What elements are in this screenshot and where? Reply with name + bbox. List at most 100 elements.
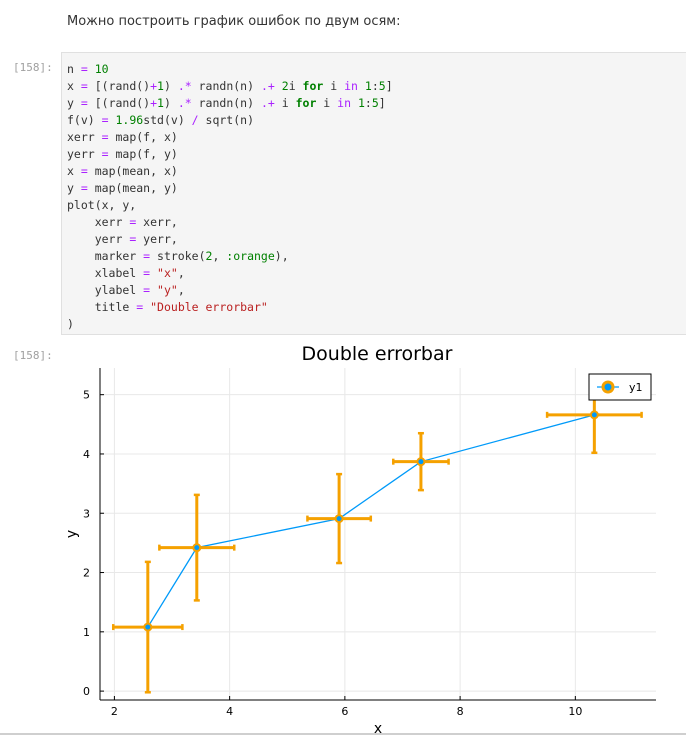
code-token: [(rand() bbox=[87, 96, 151, 110]
code-token: ylabel bbox=[67, 283, 144, 297]
code-token: "x" bbox=[157, 266, 178, 280]
code-token: i bbox=[274, 96, 296, 110]
code-token: = bbox=[143, 249, 151, 263]
code-token: 1 bbox=[157, 96, 164, 110]
code-token: = bbox=[143, 283, 151, 297]
code-token bbox=[358, 79, 365, 93]
x-tick-label: 4 bbox=[226, 705, 233, 718]
code-token: = bbox=[80, 62, 88, 76]
code-token: n bbox=[67, 62, 81, 76]
code-token: 1 bbox=[357, 96, 365, 110]
data-point bbox=[192, 543, 202, 553]
code-token: : bbox=[364, 96, 372, 110]
code-token: 2 bbox=[205, 249, 213, 263]
code-token: x bbox=[67, 79, 81, 93]
data-point bbox=[334, 514, 344, 524]
code-token: 5 bbox=[371, 96, 379, 110]
code-token: sqrt(n) bbox=[198, 113, 254, 127]
code-token: yerr, bbox=[136, 232, 178, 246]
y-tick-label: 1 bbox=[83, 626, 90, 639]
code-token: stroke( bbox=[150, 249, 206, 263]
code-token bbox=[150, 266, 157, 280]
legend-label: y1 bbox=[629, 381, 643, 394]
code-token: 1 bbox=[157, 79, 164, 93]
code-token: + bbox=[150, 96, 158, 110]
code-token: :orange bbox=[226, 249, 275, 263]
code-token: ) bbox=[163, 96, 178, 110]
code-line: x = [(rand()+1) .* randn(n) .+ 2i for i … bbox=[67, 78, 393, 95]
y-tick-label: 2 bbox=[83, 567, 90, 580]
code-token: .* bbox=[177, 79, 192, 93]
data-point bbox=[416, 457, 426, 467]
code-token: = bbox=[101, 130, 109, 144]
code-line: xlabel = "x", bbox=[67, 265, 393, 282]
code-token: = bbox=[129, 215, 137, 229]
code-token: .+ bbox=[260, 96, 275, 110]
code-token: .* bbox=[177, 96, 192, 110]
code-token: yerr bbox=[67, 232, 130, 246]
code-token: + bbox=[150, 79, 158, 93]
code-token: : bbox=[371, 79, 379, 93]
code-line: y = map(mean, y) bbox=[67, 180, 393, 197]
y-tick-label: 0 bbox=[83, 685, 90, 698]
code-token: for bbox=[302, 79, 324, 93]
horizontal-scrollbar-edge bbox=[0, 733, 686, 735]
code-line: f(v) = 1.96std(v) / sqrt(n) bbox=[67, 112, 393, 129]
code-line: y = [(rand()+1) .* randn(n) .+ i for i i… bbox=[67, 95, 393, 112]
code-token bbox=[109, 113, 116, 127]
code-token: randn(n) bbox=[191, 79, 261, 93]
code-line: ) bbox=[67, 316, 393, 333]
plot-output: 2 4 6 8 10 0 1 2 3 4 5 Double errorbar x y y1 bbox=[60, 340, 686, 737]
code-token bbox=[351, 96, 358, 110]
code-token: = bbox=[80, 79, 88, 93]
code-token: x bbox=[67, 164, 81, 178]
code-line: title = "Double errorbar" bbox=[67, 299, 393, 316]
code-token: i bbox=[316, 96, 338, 110]
y-tick-label: 4 bbox=[83, 448, 90, 461]
code-token: = bbox=[80, 181, 88, 195]
code-token: "y" bbox=[157, 283, 178, 297]
code-token: 10 bbox=[94, 62, 109, 76]
code-token: xerr bbox=[67, 215, 130, 229]
x-tick-label: 10 bbox=[568, 705, 582, 718]
code-editor[interactable]: n = 10 x = [(rand()+1) .* randn(n) .+ 2i … bbox=[67, 61, 393, 333]
x-axis-label: x bbox=[374, 721, 382, 735]
code-token: in bbox=[337, 96, 352, 110]
code-token: marker bbox=[67, 249, 144, 263]
code-token: = bbox=[80, 164, 88, 178]
code-token bbox=[150, 283, 157, 297]
code-token: randn(n) bbox=[191, 96, 261, 110]
y-axis-label: y bbox=[64, 530, 80, 538]
code-token: map(f, x) bbox=[108, 130, 178, 144]
code-token: ) bbox=[67, 317, 74, 331]
code-line: plot(x, y, bbox=[67, 197, 393, 214]
code-token: map(mean, y) bbox=[87, 181, 178, 195]
code-token: yerr bbox=[67, 147, 102, 161]
code-token: .+ bbox=[260, 79, 275, 93]
code-token: std(v) bbox=[143, 113, 192, 127]
code-token: = bbox=[101, 113, 109, 127]
code-token: ] bbox=[385, 79, 393, 93]
code-token: 2 bbox=[281, 79, 289, 93]
y-tick-label: 3 bbox=[83, 507, 90, 520]
code-token: map(f, y) bbox=[108, 147, 178, 161]
code-token: ] bbox=[378, 96, 386, 110]
x-tick-label: 8 bbox=[457, 705, 464, 718]
code-token bbox=[275, 79, 282, 93]
input-prompt: [158]: bbox=[13, 61, 53, 74]
code-token: "Double errorbar" bbox=[150, 300, 268, 314]
code-token: xerr, bbox=[136, 215, 178, 229]
code-line: xerr = xerr, bbox=[67, 214, 393, 231]
code-line: ylabel = "y", bbox=[67, 282, 393, 299]
code-line: x = map(mean, x) bbox=[67, 163, 393, 180]
code-token: xerr bbox=[67, 130, 102, 144]
code-token bbox=[88, 62, 95, 76]
code-line: yerr = yerr, bbox=[67, 231, 393, 248]
code-cell[interactable]: n = 10 x = [(rand()+1) .* randn(n) .+ 2i … bbox=[61, 52, 686, 335]
code-line: yerr = map(f, y) bbox=[67, 146, 393, 163]
code-line: n = 10 bbox=[67, 61, 393, 78]
code-token: xlabel bbox=[67, 266, 144, 280]
errorbar-chart: 2 4 6 8 10 0 1 2 3 4 5 Double errorbar x y y1 bbox=[64, 343, 656, 737]
code-token: y bbox=[67, 96, 81, 110]
code-token: plot(x, y, bbox=[67, 198, 137, 212]
